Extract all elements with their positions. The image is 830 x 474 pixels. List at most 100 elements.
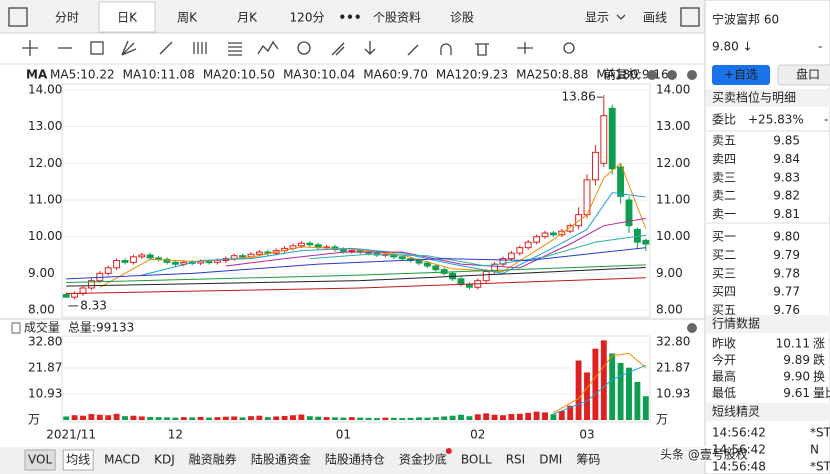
bottom-bar [0, 447, 705, 474]
sprite-time: 14:56:42 [712, 426, 766, 440]
pen-tool[interactable] [407, 44, 419, 56]
x-tick-label: 2021/11 [46, 428, 96, 442]
sprite-time: 14:56:42 [712, 443, 766, 457]
settings-tool[interactable] [563, 42, 575, 54]
legend-entry: MA20:10.50 [203, 68, 275, 82]
low-label: 8.33 [80, 298, 107, 312]
period-tool[interactable] [193, 42, 207, 54]
volume-settings[interactable] [687, 323, 697, 333]
tab[interactable]: 120分 [290, 11, 325, 25]
volume-bar [424, 417, 431, 420]
volume-bar [80, 415, 86, 420]
more-button[interactable]: ••• [338, 11, 361, 25]
x-tick-label: 03 [579, 428, 594, 442]
volume-bar [533, 411, 540, 420]
indicator-tab[interactable]: KDJ [154, 453, 175, 467]
volume-bar [323, 417, 330, 420]
section-title: 短线精灵 [712, 405, 760, 419]
tab[interactable]: 分时 [55, 11, 79, 25]
legend-entry: MA30:10.04 [283, 68, 355, 82]
volume-bar [290, 415, 296, 420]
volume-subtitle: 总量:99133 [68, 321, 134, 335]
menu-icon[interactable] [8, 7, 28, 27]
sprite-stock: *ST [810, 426, 830, 440]
panel-icon[interactable] [680, 7, 700, 27]
indicator-tab[interactable]: 均线 [66, 453, 90, 467]
fan-tool[interactable] [121, 40, 137, 56]
y-tick-label-right: 13.00 [656, 119, 690, 133]
stock-change: - [818, 40, 822, 54]
chart-control[interactable] [647, 70, 657, 80]
volume-bar [617, 362, 624, 420]
cross-tool[interactable] [22, 40, 38, 56]
volume-bar [306, 416, 313, 420]
candle-body [440, 269, 448, 274]
volume-bar [382, 417, 389, 420]
book-price: 9.83 [773, 170, 800, 184]
tab[interactable]: 诊股 [450, 11, 474, 25]
watch-button[interactable] [712, 65, 770, 85]
market-extra: 涨 [813, 336, 825, 351]
y-tick-label-right: 11.00 [656, 193, 690, 207]
indicator-tab[interactable]: VOL [28, 453, 52, 467]
volume-bar [189, 417, 196, 420]
rect-tool[interactable] [90, 41, 104, 55]
indicator-tab[interactable]: 陆股通资金 [251, 452, 311, 467]
indicator-tab[interactable]: 资金抄底 [399, 452, 447, 467]
chart-control[interactable] [687, 70, 697, 80]
book-button[interactable] [777, 64, 830, 86]
chart-control[interactable] [667, 70, 677, 80]
legend-entry: MA250:8.88 [516, 68, 588, 82]
indicator-tab[interactable]: MACD [104, 453, 140, 467]
indicator-tab[interactable]: DMI [539, 453, 562, 467]
candle-body [239, 255, 247, 258]
display-button[interactable]: 显示 [585, 11, 609, 25]
indicator-tab[interactable]: 筹码 [576, 453, 600, 467]
book-price: 9.78 [773, 266, 800, 280]
cycle-tool[interactable] [297, 41, 311, 55]
volume-bar [516, 413, 523, 420]
book-level: 卖四 [712, 152, 736, 166]
y-tick-label: 万 [28, 413, 40, 427]
volume-bar [197, 416, 204, 420]
volume-bar [130, 415, 137, 420]
indicator-tab[interactable]: BOLL [461, 453, 492, 467]
candle-body [533, 236, 541, 243]
fib-tool[interactable] [228, 42, 242, 56]
volume-bar [491, 414, 498, 420]
tab[interactable]: 周K [177, 11, 198, 25]
adjust-label[interactable]: 前复权 [604, 67, 640, 82]
delete-tool[interactable] [475, 43, 489, 56]
y-tick-label: 8.00 [28, 303, 55, 317]
y-tick-label: 9.00 [28, 266, 55, 280]
indicator-tab[interactable]: 融资融券 [189, 452, 237, 467]
market-value: 9.90 [783, 370, 810, 384]
market-label: 最低 [712, 386, 736, 400]
volume-bar [281, 415, 288, 420]
arrow-tool[interactable] [364, 41, 376, 55]
volume-bar [416, 417, 422, 420]
ray-tool[interactable] [159, 41, 173, 55]
gann-tool[interactable] [331, 42, 345, 56]
candle-body [432, 265, 440, 271]
watch-label[interactable]: +自选 [724, 68, 758, 82]
legend-title: MA [26, 68, 48, 82]
draw-button[interactable]: 画线 [643, 11, 667, 25]
book-level: 买二 [712, 248, 736, 262]
book-label[interactable]: 盘口 [796, 67, 820, 82]
indicator-tab[interactable]: 陆股通持仓 [325, 452, 385, 467]
wave-tool[interactable] [257, 40, 279, 55]
ma-line [225, 217, 646, 269]
legend-entry: MA60:9.70 [363, 68, 428, 82]
tab[interactable]: 日K [117, 11, 138, 25]
ma-line [99, 162, 647, 288]
tab[interactable]: 个股资料 [373, 11, 421, 25]
indicator-tab[interactable]: RSI [506, 453, 526, 467]
magnet-tool[interactable] [440, 43, 452, 55]
y-tick-label: 12.00 [28, 156, 62, 170]
volume-bar [122, 416, 128, 420]
candle-body [608, 107, 616, 170]
zoom-tool[interactable] [517, 42, 533, 54]
candle-body [348, 250, 356, 253]
tab[interactable]: 月K [237, 11, 258, 25]
